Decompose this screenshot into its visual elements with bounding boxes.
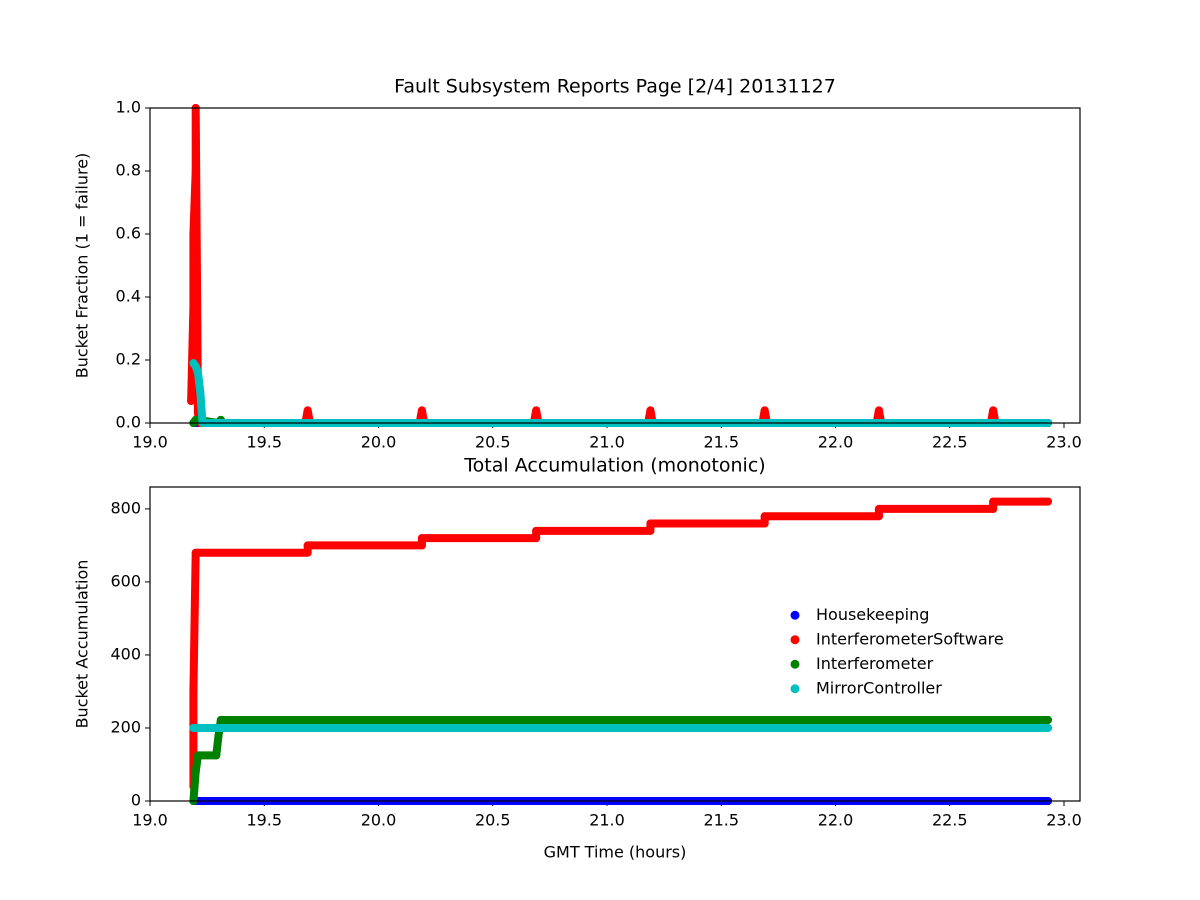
y-tick-label: 600 [110, 571, 141, 590]
data-point [216, 715, 225, 724]
data-point [187, 396, 196, 405]
x-tick-label: 20.0 [361, 811, 397, 830]
y-tick-label: 200 [110, 717, 141, 736]
data-point [189, 723, 198, 732]
y-axis-label: Bucket Fraction (1 = failure) [73, 153, 92, 379]
data-point [303, 406, 312, 415]
y-tick-label: 0.6 [116, 224, 141, 243]
data-point [191, 767, 200, 776]
data-point [191, 415, 200, 424]
legend-marker [790, 635, 800, 645]
x-tick-label: 19.5 [246, 433, 282, 452]
x-tick-label: 19.0 [132, 433, 168, 452]
data-point [1044, 723, 1053, 732]
chart-title: Fault Subsystem Reports Page [2/4] 20131… [394, 76, 836, 98]
legend-label: Interferometer [816, 654, 934, 673]
plot-area [150, 487, 1080, 801]
x-tick-label: 21.0 [589, 811, 625, 830]
axes-frame [149, 107, 1081, 424]
data-point [417, 534, 426, 543]
y-tick-label: 0.8 [116, 161, 141, 180]
x-tick-label: 21.5 [703, 433, 739, 452]
data-point [191, 362, 200, 371]
data-point [189, 230, 198, 238]
data-point [193, 751, 202, 760]
x-tick-label: 20.5 [475, 433, 511, 452]
data-point [874, 504, 883, 513]
data-point [646, 519, 655, 528]
y-tick-label: 400 [110, 644, 141, 663]
y-tick-label: 0 [131, 791, 141, 810]
y-axis-label: Bucket Accumulation [73, 560, 92, 729]
x-tick-label: 23.0 [1046, 433, 1082, 452]
data-point [193, 548, 202, 557]
data-point [212, 751, 221, 760]
legend-label: Housekeeping [816, 605, 929, 624]
legend-marker [790, 659, 800, 669]
legend-label: MirrorController [816, 678, 942, 697]
x-tick-label: 19.5 [246, 811, 282, 830]
x-tick-label: 23.0 [1046, 811, 1082, 830]
y-tick-label: 1.0 [116, 98, 141, 117]
x-tick-label: 22.0 [818, 811, 854, 830]
data-point [646, 406, 655, 415]
data-point [760, 406, 769, 415]
data-point [214, 731, 223, 740]
data-point [189, 687, 198, 696]
data-point [417, 541, 426, 550]
data-point [989, 504, 998, 513]
data-point [532, 534, 541, 543]
data-point [189, 302, 198, 311]
axes-frame [149, 486, 1081, 802]
x-tick-label: 22.5 [932, 433, 968, 452]
x-tick-label: 21.0 [589, 433, 625, 452]
y-tick-label: 0.4 [116, 287, 141, 306]
data-point [191, 167, 200, 175]
data-point [989, 406, 998, 415]
data-point [1044, 497, 1053, 506]
data-point [646, 526, 655, 535]
legend-marker [790, 610, 800, 620]
chart-title: Total Accumulation (monotonic) [463, 455, 765, 477]
x-tick-label: 22.0 [818, 433, 854, 452]
data-point [874, 512, 883, 521]
data-point [760, 512, 769, 521]
data-point [989, 497, 998, 506]
data-point [303, 548, 312, 557]
y-tick-label: 800 [110, 498, 141, 517]
data-point [874, 406, 883, 415]
x-tick-label: 20.5 [475, 811, 511, 830]
x-tick-label: 21.5 [703, 811, 739, 830]
data-point [417, 406, 426, 415]
data-point [760, 519, 769, 528]
data-point [532, 406, 541, 415]
x-axis-label: GMT Time (hours) [544, 843, 687, 862]
data-point [532, 526, 541, 535]
y-tick-label: 0.0 [116, 413, 141, 432]
legend-label: InterferometerSoftware [816, 629, 1004, 648]
data-point [1044, 715, 1053, 724]
x-tick-label: 20.0 [361, 433, 397, 452]
x-tick-label: 22.5 [932, 811, 968, 830]
x-tick-label: 19.0 [132, 811, 168, 830]
legend-marker [790, 684, 800, 694]
data-point [303, 541, 312, 550]
plot-area [150, 108, 1080, 423]
data-point [196, 387, 205, 396]
y-tick-label: 0.2 [116, 350, 141, 369]
data-point [193, 368, 202, 377]
